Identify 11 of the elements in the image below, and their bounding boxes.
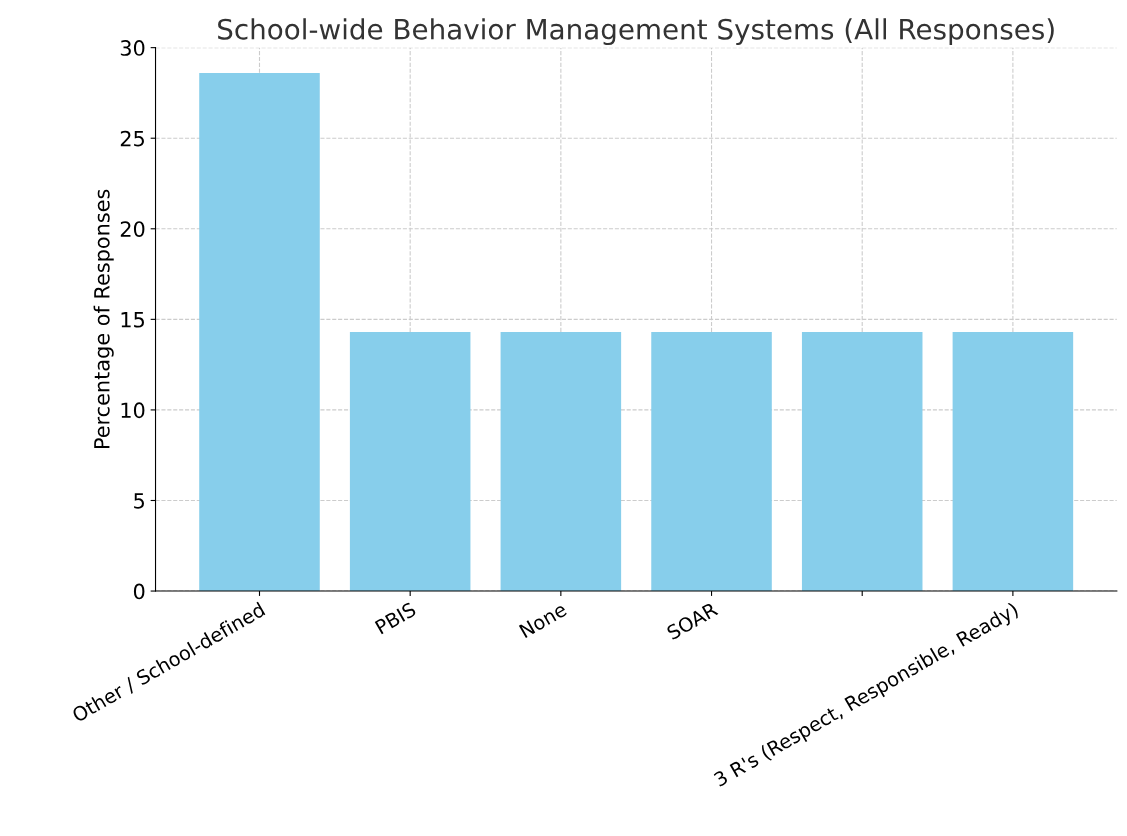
y-tick-label: 20: [120, 221, 145, 237]
y-tick-label: 30: [120, 40, 145, 56]
y-tick-label: 15: [121, 312, 144, 328]
y-tick-label: 10: [121, 402, 145, 419]
chart-title: School-wide Behavior Management Systems (All Responses): [218, 18, 1054, 46]
y-axis-title: Percentage of Responses: [93, 189, 114, 449]
y-tick-label: 5: [134, 493, 144, 509]
y-tick-label: 0: [133, 583, 145, 600]
x-tick-label: None: [518, 601, 568, 639]
x-tick-label: PBIS: [374, 601, 417, 635]
y-tick-label: 25: [120, 130, 144, 147]
